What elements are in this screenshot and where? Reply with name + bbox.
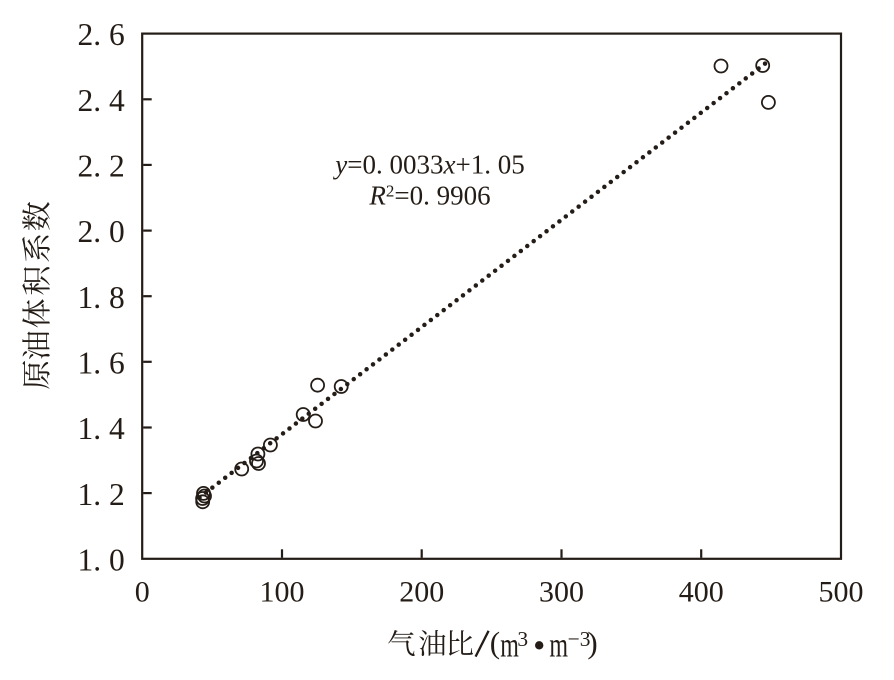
svg-text:1. 8: 1. 8 [78, 280, 125, 315]
svg-text:500: 500 [819, 575, 864, 608]
svg-text:3: 3 [517, 627, 528, 651]
svg-text:(: ( [490, 625, 500, 660]
svg-text:200: 200 [399, 575, 444, 608]
svg-text:2. 0: 2. 0 [78, 214, 125, 249]
svg-text:−3: −3 [568, 627, 591, 651]
svg-text:y=0. 0033x+1. 05: y=0. 0033x+1. 05 [332, 149, 524, 179]
svg-text:1. 6: 1. 6 [78, 345, 125, 380]
svg-text:2. 2: 2. 2 [78, 149, 125, 184]
svg-text:1. 4: 1. 4 [78, 411, 126, 446]
svg-text:300: 300 [539, 575, 584, 608]
svg-text:1. 0: 1. 0 [78, 542, 125, 577]
svg-text:m: m [500, 625, 519, 665]
svg-text:R2=0. 9906: R2=0. 9906 [368, 181, 490, 211]
svg-text:0: 0 [135, 575, 150, 608]
svg-text:400: 400 [679, 575, 724, 608]
svg-text:100: 100 [260, 575, 305, 608]
svg-text:2. 4: 2. 4 [78, 83, 126, 118]
svg-text:1. 2: 1. 2 [78, 477, 125, 512]
svg-text:): ) [587, 625, 597, 660]
svg-text:2. 6: 2. 6 [78, 17, 125, 52]
svg-text:m: m [549, 625, 568, 665]
